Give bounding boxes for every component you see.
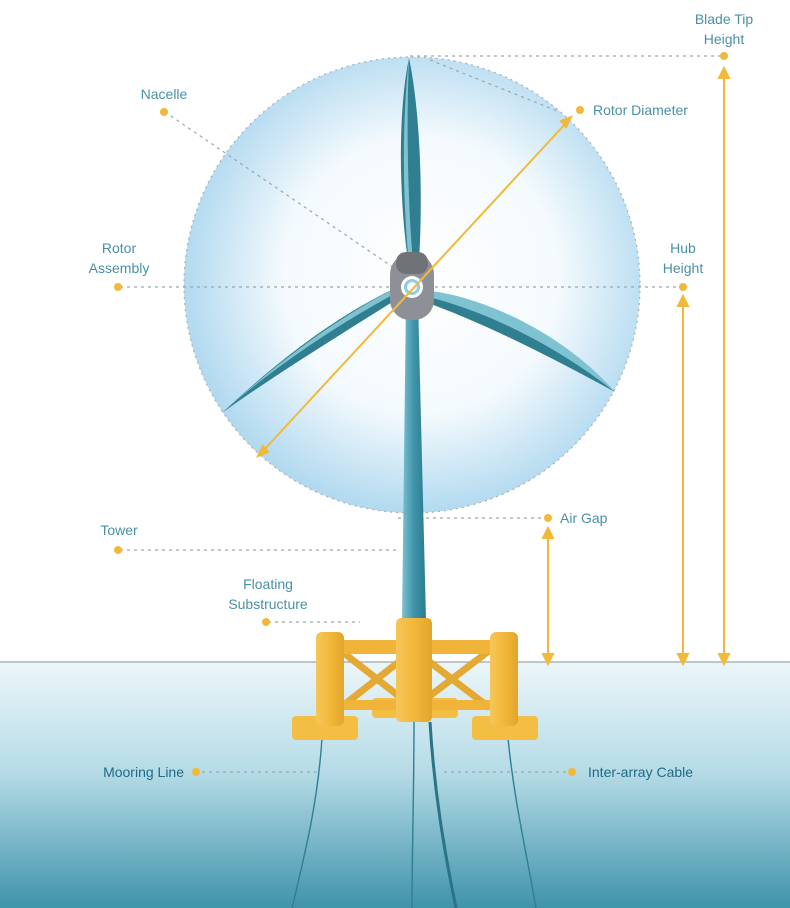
label-floating-substructure: Floating Substructure bbox=[228, 576, 308, 612]
label-nacelle: Nacelle bbox=[140, 86, 188, 102]
rotor-blades bbox=[222, 58, 615, 413]
label-air-gap: Air Gap bbox=[560, 510, 608, 526]
label-mooring-line: Mooring Line bbox=[103, 764, 184, 780]
mooring-lines bbox=[291, 721, 537, 908]
label-inter-array-cable: Inter-array Cable bbox=[588, 764, 694, 780]
label-tower: Tower bbox=[100, 522, 138, 538]
rotor-diameter-arrow bbox=[255, 115, 574, 458]
rotor-disc-outline bbox=[183, 56, 641, 514]
label-dots bbox=[114, 52, 728, 776]
floating-substructure-shape bbox=[292, 618, 538, 740]
inter-array-cable bbox=[428, 721, 458, 908]
label-rotor-diameter: Rotor Diameter bbox=[593, 102, 688, 118]
dimension-arrows bbox=[541, 65, 731, 667]
label-blade-tip-height: Blade Tip Height bbox=[694, 11, 754, 47]
tower bbox=[402, 300, 426, 620]
label-hub-height: Hub Height bbox=[662, 240, 704, 276]
label-rotor-assembly: Rotor Assembly bbox=[88, 240, 150, 276]
